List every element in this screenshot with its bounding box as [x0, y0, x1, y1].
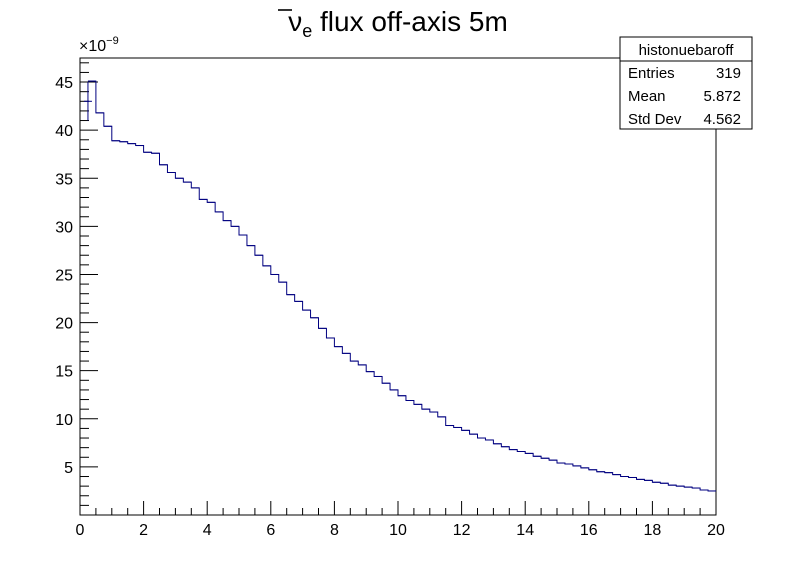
x-tick-label: 12 [453, 522, 471, 539]
x-tick-label: 6 [266, 522, 275, 539]
y-tick-label: 35 [55, 171, 73, 188]
y-tick-label: 5 [64, 460, 73, 477]
chart-title: νe flux off-axis 5m [288, 6, 508, 41]
stats-mean-value: 5.872 [703, 88, 741, 105]
y-multiplier: ×10−9 [79, 35, 119, 55]
x-tick-label: 2 [139, 522, 148, 539]
histogram-outline [87, 80, 716, 492]
x-tick-label: 10 [389, 522, 407, 539]
title-text: flux off-axis 5m [312, 6, 508, 37]
stats-box-frame [619, 36, 753, 130]
y-multiplier-base: ×10 [79, 38, 106, 55]
error-bar [83, 82, 92, 121]
y-tick-label: 30 [55, 219, 73, 236]
title-subscript: e [302, 21, 312, 41]
stats-box-name: histonuebaroff [639, 42, 735, 59]
stats-stddev-value: 4.562 [703, 111, 741, 128]
x-tick-label: 0 [76, 522, 85, 539]
stats-mean-label: Mean [628, 88, 666, 105]
stats-entries-label: Entries [628, 65, 675, 82]
x-tick-label: 18 [644, 522, 662, 539]
x-tick-label: 4 [203, 522, 212, 539]
y-axis: 5 10 15 20 25 30 35 40 45 [55, 62, 98, 506]
histogram-series [87, 80, 716, 492]
x-tick-label: 20 [707, 522, 725, 539]
stats-entries-value: 319 [716, 65, 741, 82]
x-tick-label: 16 [580, 522, 598, 539]
y-tick-label: 40 [55, 123, 73, 140]
x-axis: 0 2 4 6 8 10 12 14 16 18 20 [76, 501, 725, 539]
y-tick-label: 45 [55, 75, 73, 92]
y-tick-label: 10 [55, 412, 73, 429]
title-symbol: ν [288, 6, 302, 37]
y-tick-label: 15 [55, 364, 73, 381]
stats-stddev-label: Std Dev [628, 111, 682, 128]
y-tick-label: 25 [55, 267, 73, 284]
y-tick-label: 20 [55, 316, 73, 333]
stats-box: histonuebaroff Entries 319 Mean 5.872 St… [619, 36, 753, 130]
y-multiplier-exponent: −9 [106, 35, 119, 47]
x-tick-label: 14 [516, 522, 534, 539]
x-tick-label: 8 [330, 522, 339, 539]
